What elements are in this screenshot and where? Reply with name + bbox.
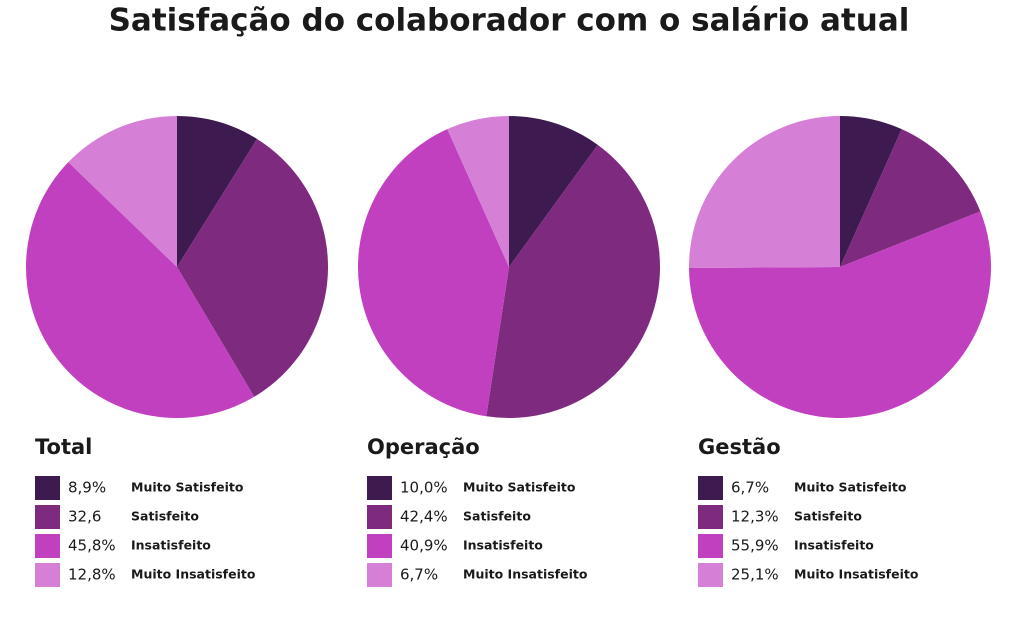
legend-swatch: [367, 563, 392, 587]
value-label: 25,1%: [731, 566, 779, 584]
legend-label: Muito Insatisfeito: [131, 567, 256, 582]
value-label: 12,8%: [68, 566, 116, 584]
legend-swatch: [698, 505, 723, 529]
value-label: 12,3%: [731, 508, 779, 526]
legend-label: Muito Insatisfeito: [794, 567, 919, 582]
pie-slice: [509, 116, 598, 267]
legend-label: Insatisfeito: [131, 538, 211, 553]
value-label: 6,7%: [731, 479, 769, 497]
pie-slice: [486, 144, 660, 418]
legend-swatch: [367, 534, 392, 558]
legend-label: Insatisfeito: [463, 538, 543, 553]
pie-slice: [840, 129, 981, 267]
value-label: 32,6: [68, 508, 101, 526]
legend-label: Satisfeito: [794, 509, 862, 524]
value-label: 40,9%: [400, 537, 448, 555]
legend-swatch: [35, 534, 60, 558]
pie-slice: [689, 116, 840, 268]
pie-title: Gestão: [698, 435, 781, 459]
value-label: 45,8%: [68, 537, 116, 555]
value-label: 6,7%: [400, 566, 438, 584]
value-label: 55,9%: [731, 537, 779, 555]
legend-label: Satisfeito: [131, 509, 199, 524]
value-label: 8,9%: [68, 479, 106, 497]
pie-slice: [68, 116, 177, 267]
legend-label: Insatisfeito: [794, 538, 874, 553]
pie-title: Operação: [367, 435, 480, 459]
legend-swatch: [698, 476, 723, 500]
legend-label: Muito Satisfeito: [794, 480, 907, 495]
pie-slice: [840, 116, 902, 267]
pie-slice: [447, 116, 509, 267]
legend-label: Muito Satisfeito: [131, 480, 244, 495]
legend-label: Satisfeito: [463, 509, 531, 524]
chart-title: Satisfação do colaborador com o salário …: [109, 3, 910, 39]
pie-slice: [177, 138, 328, 397]
legend-label: Muito Satisfeito: [463, 480, 576, 495]
pie-slice: [357, 129, 509, 417]
pie-slice: [177, 116, 258, 267]
legend-swatch: [698, 534, 723, 558]
legend-swatch: [35, 476, 60, 500]
value-label: 42,4%: [400, 508, 448, 526]
pie-title: Total: [35, 435, 92, 459]
legend-swatch: [367, 505, 392, 529]
legend-swatch: [35, 505, 60, 529]
pie-slice: [689, 211, 991, 419]
pie-slice: [25, 162, 255, 419]
legend-swatch: [35, 563, 60, 587]
legend-label: Muito Insatisfeito: [463, 567, 588, 582]
legend-swatch: [698, 563, 723, 587]
legend-swatch: [367, 476, 392, 500]
value-label: 10,0%: [400, 479, 448, 497]
